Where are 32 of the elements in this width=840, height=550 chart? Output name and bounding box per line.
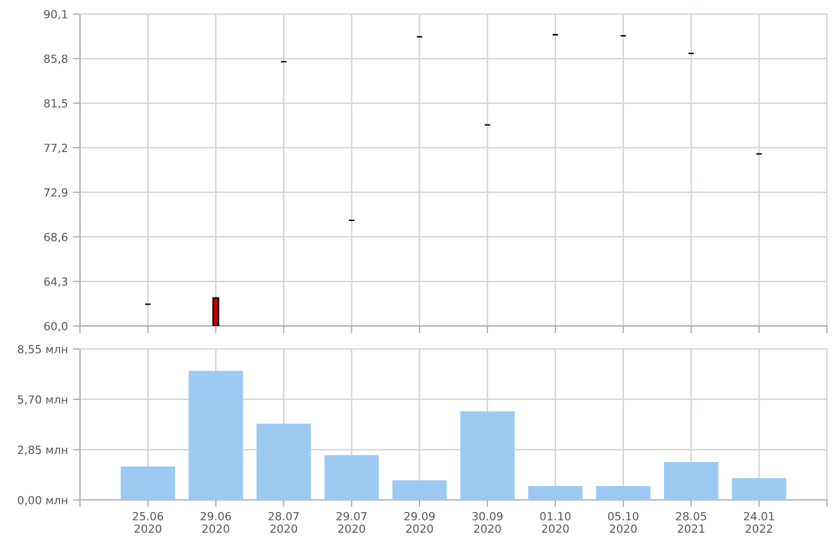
y-tick-label: 81,5 [44, 99, 68, 109]
x-tick-label: 28.07 2020 [268, 512, 299, 533]
x-tick-label: 24.01 2022 [744, 512, 774, 533]
bar [664, 462, 718, 500]
x-tick-label: 01.10 2020 [540, 512, 571, 533]
x-tick-label: 30.09 2020 [472, 512, 503, 533]
x-tick-label: 29.09 2020 [404, 512, 435, 533]
y-tick-label: 72,9 [44, 188, 68, 198]
x-tick-label: 29.06 2020 [200, 512, 231, 533]
bar [324, 455, 379, 500]
bar [596, 486, 650, 500]
y-tick-label: 0,00 млн [18, 496, 68, 506]
y-tick-label: 8,55 млн [18, 344, 68, 354]
x-tick-label: 28.05 2021 [676, 512, 706, 533]
y-tick-label: 77,2 [44, 144, 68, 154]
x-tick-label: 05.10 2020 [608, 512, 638, 533]
x-tick-label: 25.06 2020 [132, 512, 164, 533]
y-tick-label: 90,1 [44, 10, 68, 20]
bar [732, 478, 786, 500]
bar [188, 370, 243, 500]
x-tick-label: 29.07 2020 [336, 512, 367, 533]
bar [120, 466, 176, 500]
y-tick-label: 5,70 млн [18, 395, 68, 405]
bar [460, 411, 515, 500]
bar [256, 424, 311, 500]
y-tick-label: 68,6 [44, 232, 68, 242]
y-tick-label: 85,8 [44, 54, 68, 64]
y-tick-label: 64,3 [44, 277, 68, 287]
y-tick-label: 60,0 [44, 322, 68, 332]
bar [392, 480, 447, 500]
y-tick-label: 2,85 млн [18, 446, 68, 456]
bar [528, 486, 583, 500]
